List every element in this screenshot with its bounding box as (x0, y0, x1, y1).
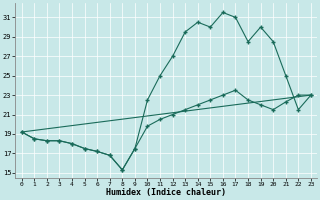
X-axis label: Humidex (Indice chaleur): Humidex (Indice chaleur) (106, 188, 226, 197)
